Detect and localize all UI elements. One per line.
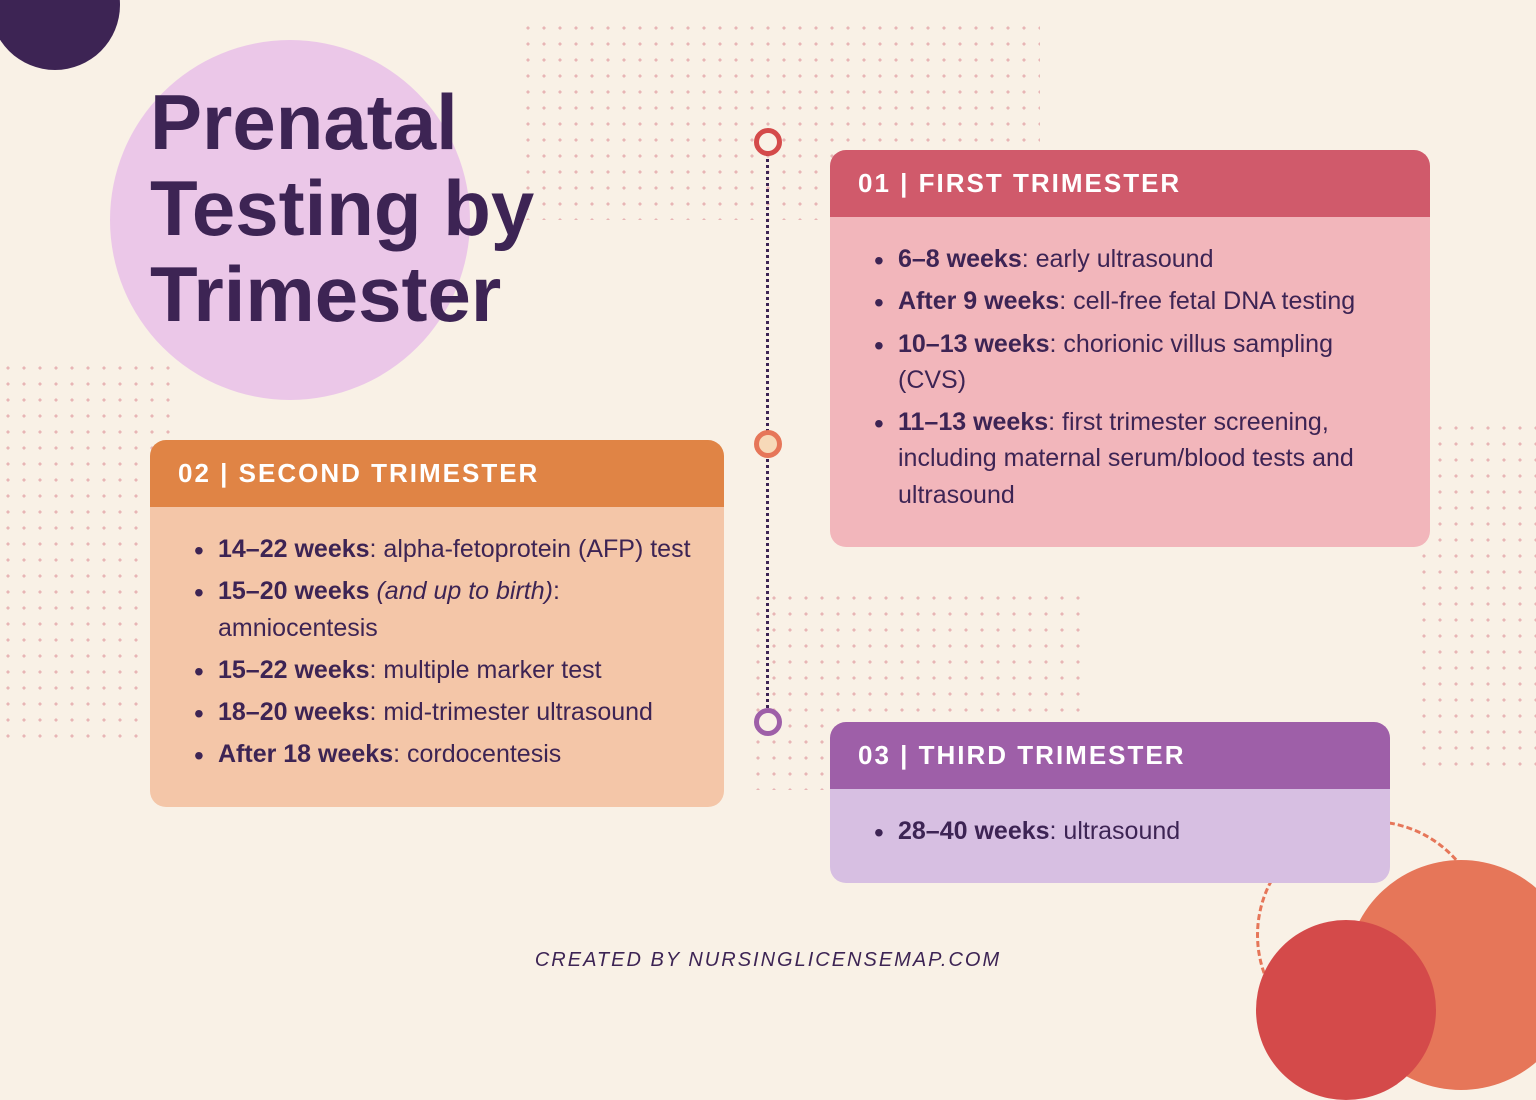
list-item: 15–20 weeks (and up to birth): amniocent… <box>194 573 692 646</box>
red-circle-decor <box>1256 920 1436 1100</box>
card-header: 02 | SECOND TRIMESTER <box>150 440 724 507</box>
timeline-marker-2 <box>754 430 782 458</box>
card-header: 01 | FIRST TRIMESTER <box>830 150 1430 217</box>
timeline-marker-3 <box>754 708 782 736</box>
card-body: 6–8 weeks: early ultrasound After 9 weeks… <box>830 217 1430 547</box>
dark-circle-decor <box>0 0 120 70</box>
card-second-trimester: 02 | SECOND TRIMESTER 14–22 weeks: alpha… <box>150 440 724 807</box>
list-item: 10–13 weeks: chorionic villus sampling (… <box>874 326 1398 399</box>
timeline-marker-1 <box>754 128 782 156</box>
dot-pattern-decor <box>1416 420 1536 770</box>
page-title: PrenatalTesting byTrimester <box>150 80 534 337</box>
list-item: 28–40 weeks: ultrasound <box>874 813 1358 849</box>
footer-credit: CREATED BY NURSINGLICENSEMAP.COM <box>0 949 1536 972</box>
list-item: 14–22 weeks: alpha-fetoprotein (AFP) tes… <box>194 531 692 567</box>
list-item: After 9 weeks: cell-free fetal DNA testi… <box>874 283 1398 319</box>
card-body: 14–22 weeks: alpha-fetoprotein (AFP) tes… <box>150 507 724 807</box>
card-header: 03 | THIRD TRIMESTER <box>830 722 1390 789</box>
list-item: 6–8 weeks: early ultrasound <box>874 241 1398 277</box>
list-item: 15–22 weeks: multiple marker test <box>194 652 692 688</box>
list-item: After 18 weeks: cordocentesis <box>194 736 692 772</box>
list-item: 18–20 weeks: mid-trimester ultrasound <box>194 694 692 730</box>
list-item: 11–13 weeks: first trimester screening, … <box>874 404 1398 513</box>
card-first-trimester: 01 | FIRST TRIMESTER 6–8 weeks: early ul… <box>830 150 1430 547</box>
card-third-trimester: 03 | THIRD TRIMESTER 28–40 weeks: ultras… <box>830 722 1390 883</box>
card-body: 28–40 weeks: ultrasound <box>830 789 1390 883</box>
